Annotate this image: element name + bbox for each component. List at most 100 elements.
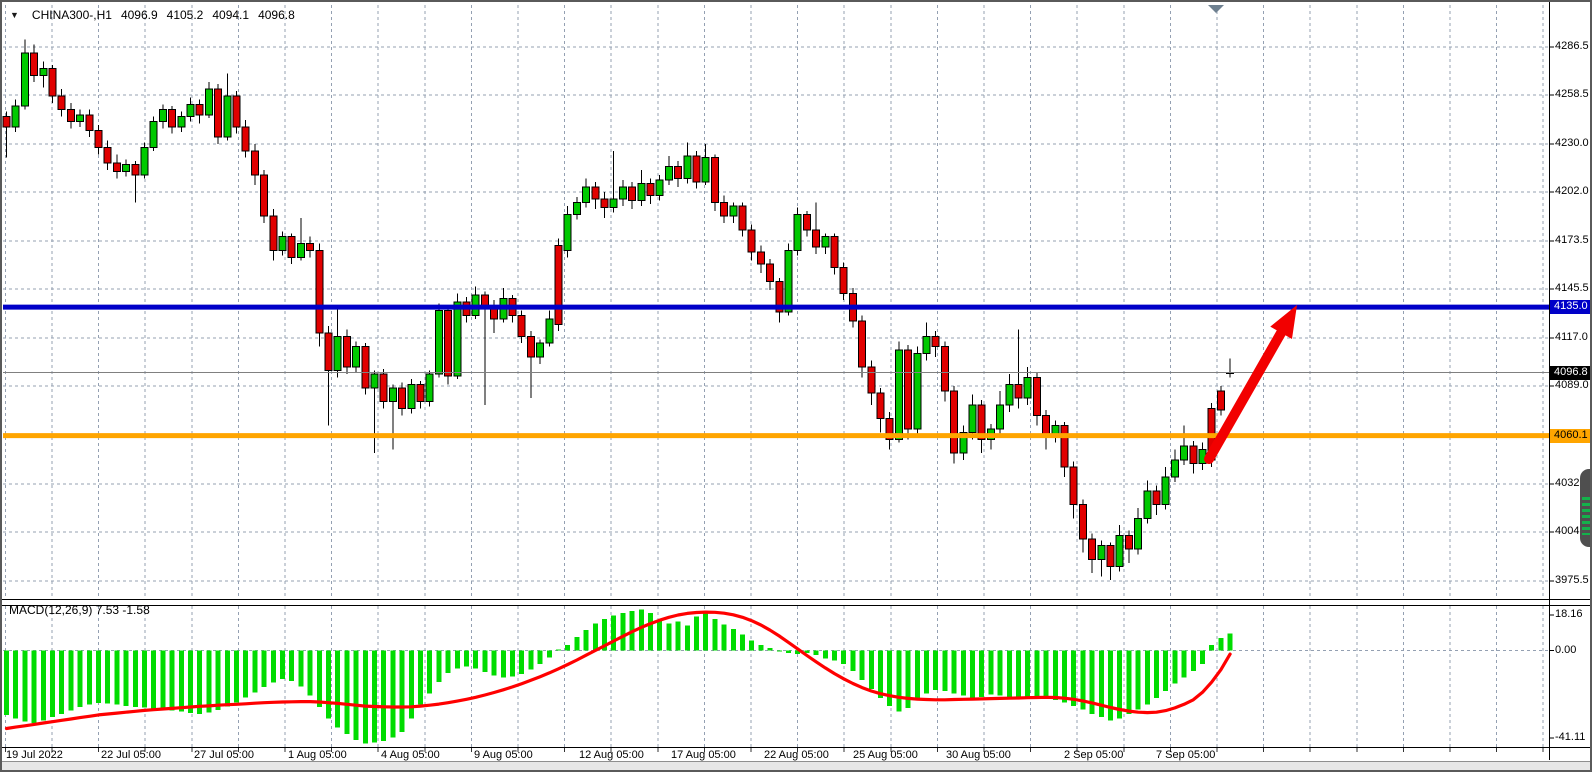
price-axis-label: 4258.5 [1555, 88, 1589, 101]
candle-body [729, 205, 738, 217]
macd-bar [1154, 650, 1159, 698]
candle-body [379, 373, 388, 403]
candle-body [1069, 466, 1078, 506]
macd-bar [445, 650, 451, 674]
candle-body [232, 95, 241, 128]
time-axis-label: 4 Aug 05:00 [381, 749, 440, 761]
candle-body [287, 236, 296, 258]
macd-bar [491, 650, 497, 676]
macd-bar [1062, 650, 1067, 703]
candle-body [867, 366, 876, 394]
macd-bar [1190, 650, 1196, 671]
candle-body [416, 383, 425, 403]
candle-body [1124, 534, 1133, 550]
candle-body [195, 104, 204, 116]
candle-body [793, 213, 802, 251]
candle-body [674, 165, 683, 179]
macd-bar [804, 650, 810, 653]
macd-bar [887, 650, 893, 706]
macd-bar [482, 650, 488, 672]
macd-bar [353, 650, 359, 740]
macd-bar [151, 650, 157, 709]
chart-title-symbol: CHINA300-,H1 [31, 8, 112, 22]
macd-bar [712, 618, 718, 651]
macd-bar [234, 650, 239, 703]
candle-body [103, 146, 112, 164]
candle-body [158, 109, 167, 123]
macd-bar [914, 650, 920, 701]
trend-arrow[interactable] [1204, 305, 1297, 464]
macd-bar [252, 650, 258, 693]
macd-bar [418, 650, 423, 705]
macd-bar [510, 650, 515, 677]
macd-bar [1218, 638, 1224, 651]
trend-arrow-head [1270, 305, 1297, 339]
candle-body [434, 310, 443, 375]
price-axis-label: 4286.5 [1555, 40, 1589, 52]
candle-body [977, 404, 986, 440]
candle-body [839, 267, 848, 294]
macd-bar [390, 650, 396, 738]
scrollbar-thumb[interactable] [1580, 469, 1590, 547]
macd-bar [86, 650, 92, 705]
macd-bar [979, 650, 985, 697]
macd-bar [703, 612, 709, 651]
candle-body [1023, 376, 1032, 399]
candle-body [1143, 490, 1152, 519]
candle-body [214, 88, 223, 138]
macd-bar [721, 624, 727, 651]
macd-bar [114, 650, 120, 705]
macd-bar [169, 650, 175, 711]
macd-bar [878, 650, 883, 698]
candle-body [812, 229, 821, 248]
macd-bar [749, 640, 755, 651]
candle-body [618, 186, 627, 200]
time-axis-label: 27 Jul 05:00 [194, 749, 254, 761]
candle-body [94, 129, 103, 148]
macd-bar [1080, 650, 1086, 710]
candle-body [913, 352, 922, 430]
candle-body [784, 249, 793, 313]
candle-body [756, 251, 765, 265]
window-bottom-edge [2, 761, 1590, 770]
candle-body [260, 174, 269, 217]
macd-bar [1181, 650, 1187, 678]
price-axis-label: 4089.0 [1555, 379, 1589, 392]
macd-bar [611, 615, 617, 651]
time-axis-label: 30 Aug 05:00 [946, 749, 1011, 761]
trend-arrow-shaft[interactable] [1204, 324, 1289, 464]
candle-body [655, 179, 664, 197]
macd-bar [684, 625, 690, 651]
macd-bar [1126, 650, 1132, 714]
candle-body [39, 67, 48, 76]
candle-body [480, 294, 489, 306]
candle-body [398, 387, 407, 409]
candle-body [269, 215, 278, 251]
candle-body [168, 109, 177, 128]
macd-bar [933, 650, 939, 691]
price-axis-label: 4145.5 [1555, 282, 1589, 295]
candle-body [821, 236, 830, 248]
candle-body [1216, 390, 1225, 411]
time-axis-label: 17 Aug 05:00 [671, 749, 736, 761]
macd-bar [142, 650, 147, 708]
macd-bar [694, 616, 699, 651]
macd-bar [206, 650, 212, 713]
candle-body [1078, 504, 1087, 540]
macd-bar [1006, 650, 1012, 700]
candle-body [572, 201, 581, 215]
scrollbar-grip-icon [1582, 497, 1590, 535]
candle-body [444, 310, 453, 377]
macd-bar [1135, 650, 1141, 710]
macd-bar [896, 650, 902, 712]
macd-bar [868, 650, 874, 689]
candle-body [1134, 517, 1143, 550]
macd-bar [197, 650, 203, 714]
candle-body [1032, 376, 1041, 416]
macd-bar [1098, 650, 1104, 718]
candle-body [388, 387, 397, 403]
macd-bar [1144, 650, 1150, 705]
macd-bar [224, 650, 230, 707]
